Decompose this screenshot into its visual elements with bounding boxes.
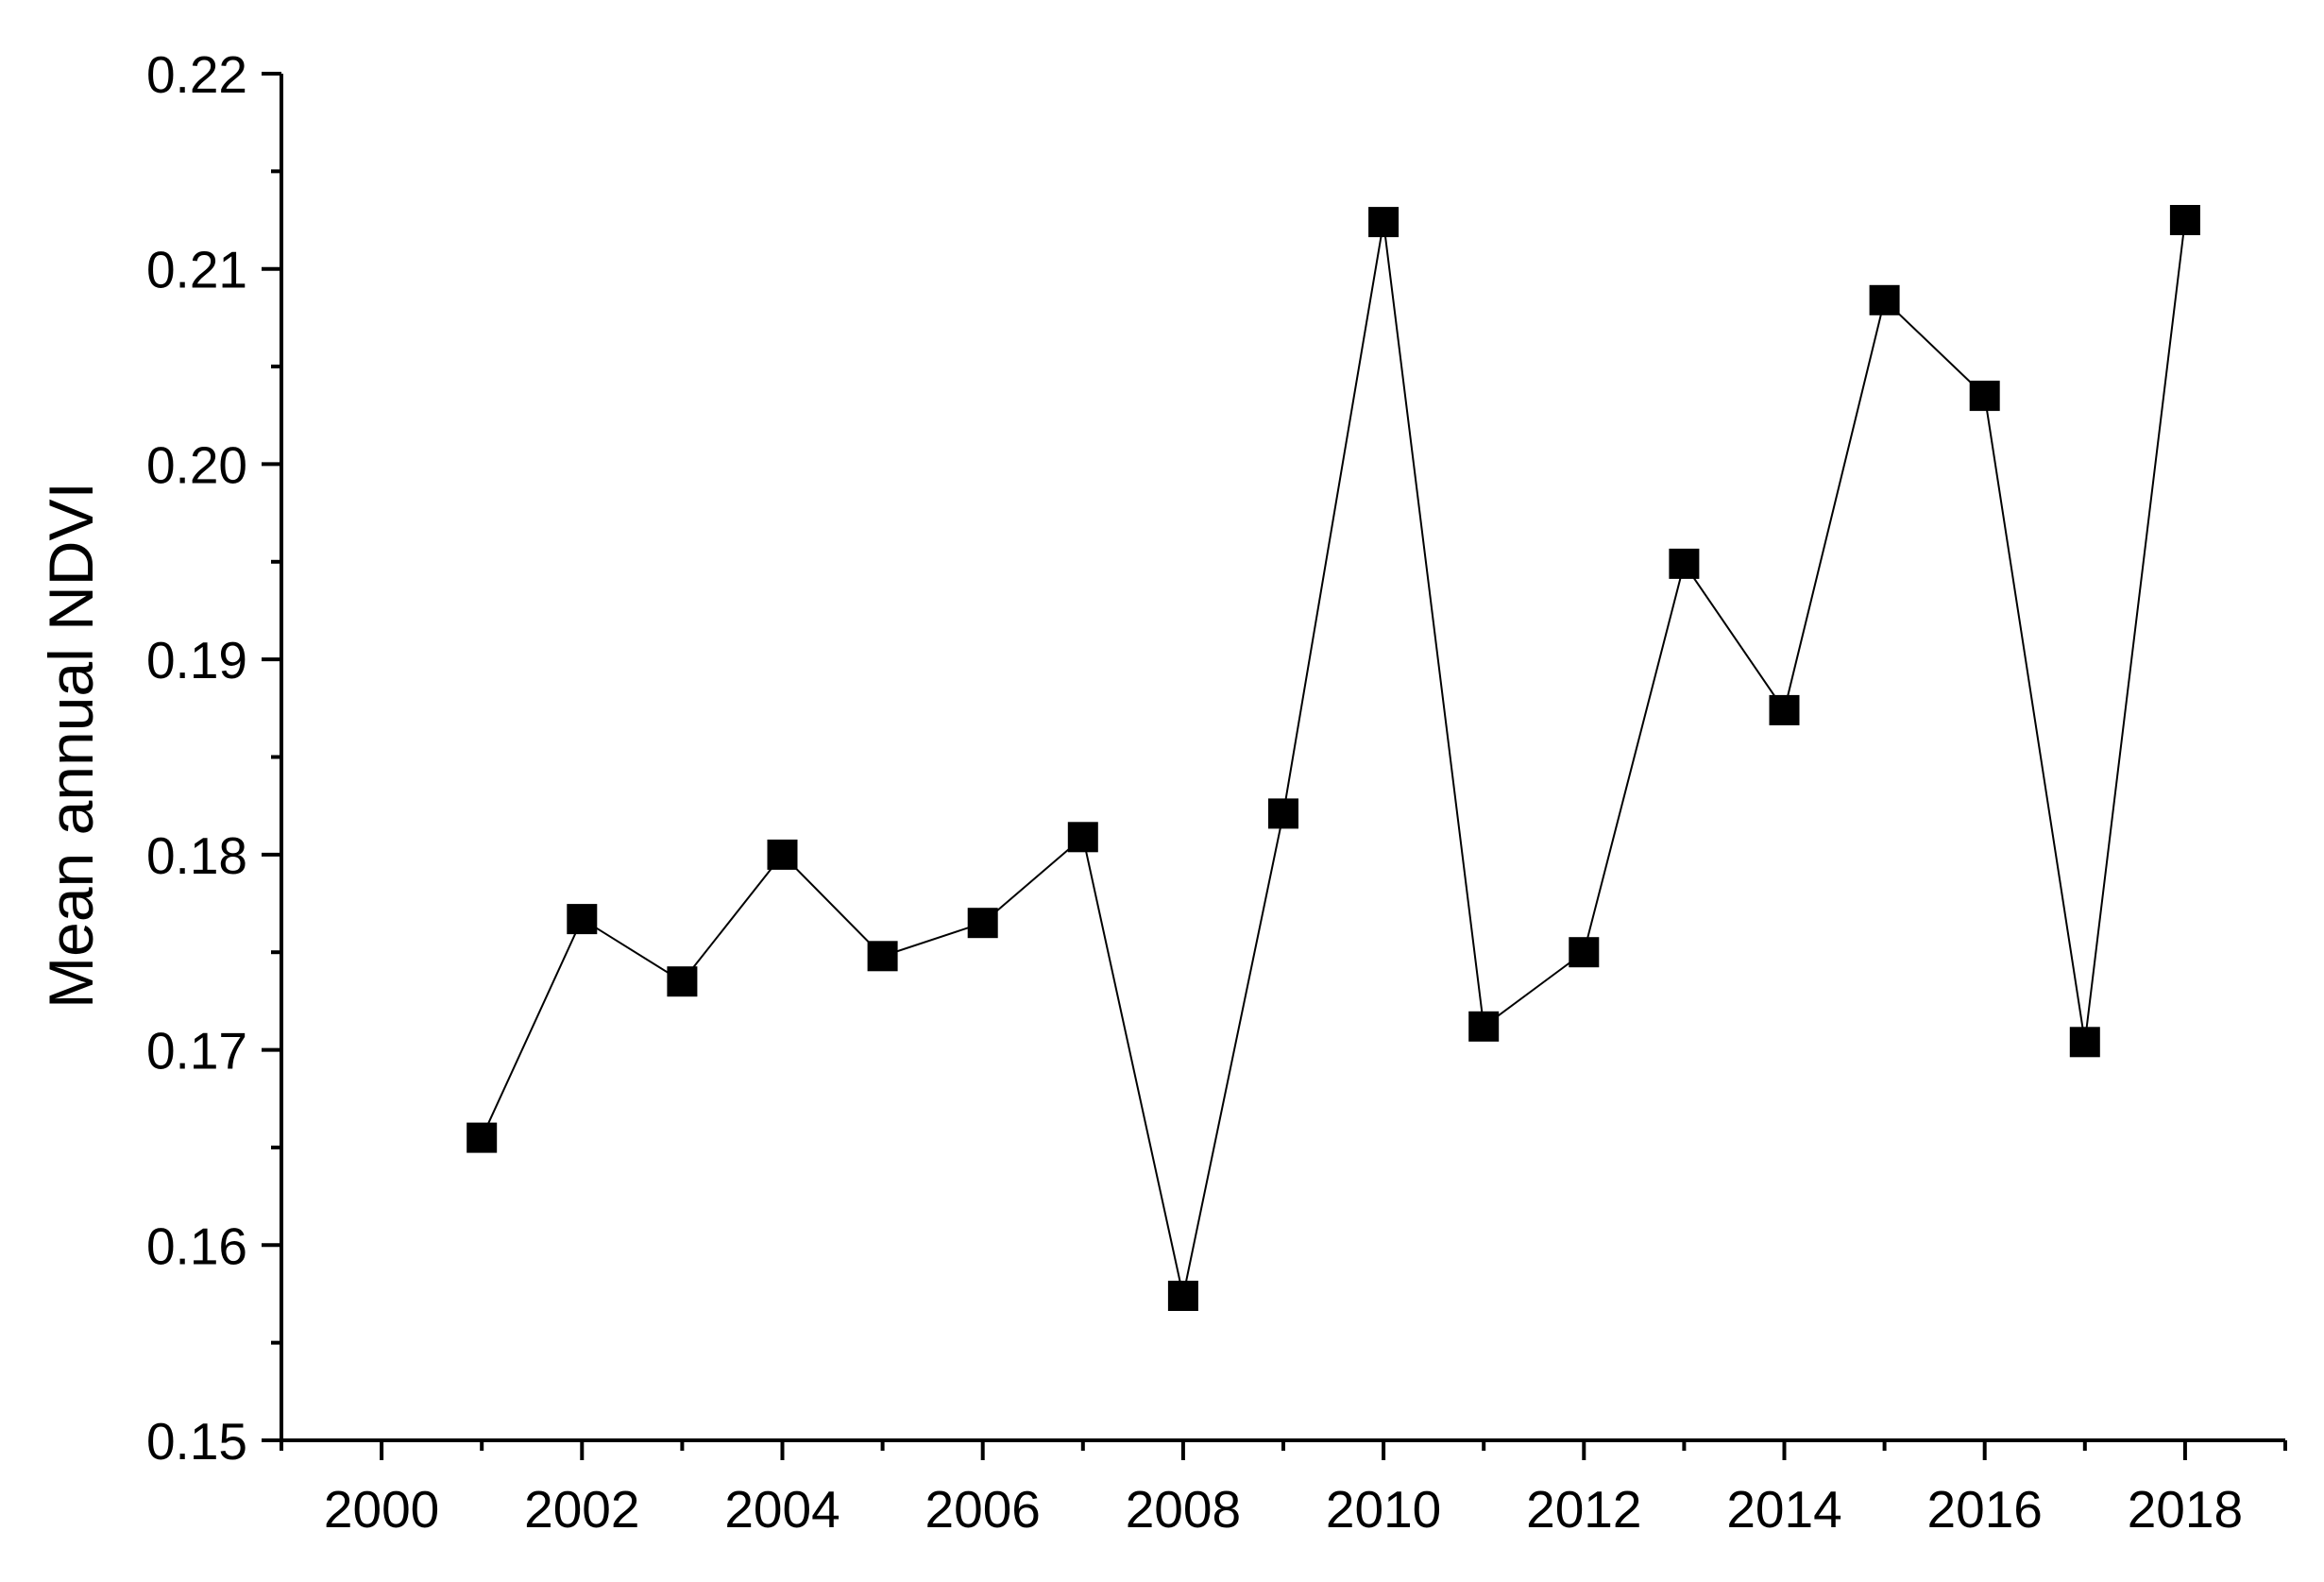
x-tick-label: 2010 [1326, 1480, 1441, 1539]
data-series [466, 205, 2200, 1311]
data-point [1669, 548, 1700, 579]
data-point [466, 1122, 498, 1153]
y-tick-label: 0.22 [146, 45, 247, 104]
data-point [2169, 205, 2200, 235]
y-tick-label: 0.18 [146, 826, 247, 885]
x-tick-label: 2014 [1726, 1480, 1841, 1539]
data-point [1167, 1281, 1198, 1311]
y-tick-label: 0.19 [146, 631, 247, 689]
x-tick-label: 2000 [324, 1480, 439, 1539]
y-tick-label: 0.21 [146, 241, 247, 299]
x-tick-label: 2016 [1927, 1480, 2043, 1539]
y-axis-title: Mean annual NDVI [36, 482, 106, 1009]
data-point [867, 941, 898, 972]
data-point [1569, 937, 1600, 968]
series-line [481, 219, 2186, 1297]
data-point [667, 966, 698, 997]
x-tick-label: 2012 [1526, 1480, 1641, 1539]
y-tick-label: 0.20 [146, 435, 247, 494]
data-point [1969, 381, 2000, 412]
data-point [1769, 694, 1800, 725]
data-point [2069, 1027, 2100, 1058]
ticks: 0.15 0.16 0.17 0.18 0.19 0.20 0.21 0.22 2000 2002… [146, 45, 2287, 1539]
data-point [1468, 1011, 1500, 1042]
data-point [767, 839, 798, 870]
axes [280, 74, 2285, 1442]
x-tick-label: 2018 [2128, 1480, 2243, 1539]
y-tick-label: 0.15 [146, 1412, 247, 1471]
x-tick-label: 2008 [1126, 1480, 1241, 1539]
x-tick-label: 2004 [724, 1480, 840, 1539]
y-tick-label: 0.17 [146, 1022, 247, 1080]
data-point [967, 908, 998, 939]
data-point [1268, 798, 1298, 829]
data-point [1869, 284, 1900, 315]
data-point [567, 904, 598, 935]
data-point [1368, 207, 1399, 238]
x-tick-label: 2002 [524, 1480, 639, 1539]
y-tick-label: 0.16 [146, 1216, 247, 1275]
x-tick-label: 2006 [925, 1480, 1041, 1539]
data-point [1067, 822, 1098, 853]
